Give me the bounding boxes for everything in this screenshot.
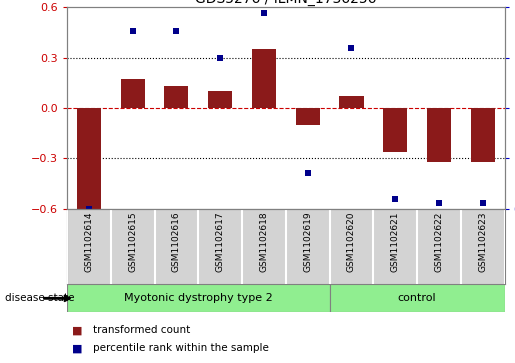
- Text: ■: ■: [72, 343, 82, 354]
- Text: GSM1102622: GSM1102622: [435, 211, 443, 272]
- Text: GSM1102620: GSM1102620: [347, 211, 356, 272]
- Bar: [339, 96, 364, 108]
- Bar: [471, 108, 495, 162]
- Point: [216, 55, 225, 61]
- Text: disease state: disease state: [5, 293, 75, 303]
- Title: GDS5276 / ILMN_1736256: GDS5276 / ILMN_1736256: [195, 0, 376, 6]
- Point: [84, 206, 93, 212]
- Point: [129, 29, 137, 34]
- Bar: [330, 285, 505, 312]
- Text: GSM1102621: GSM1102621: [391, 211, 400, 272]
- Bar: [67, 285, 330, 312]
- Point: [435, 200, 443, 206]
- Point: [304, 170, 312, 175]
- Bar: [252, 49, 276, 108]
- Text: Myotonic dystrophy type 2: Myotonic dystrophy type 2: [124, 293, 272, 303]
- Text: GSM1102616: GSM1102616: [172, 211, 181, 272]
- Point: [260, 11, 268, 16]
- Text: GSM1102623: GSM1102623: [478, 211, 487, 272]
- Point: [391, 196, 400, 202]
- Bar: [77, 108, 101, 209]
- Text: GSM1102619: GSM1102619: [303, 211, 312, 272]
- Text: control: control: [398, 293, 437, 303]
- Bar: [208, 91, 232, 108]
- Bar: [383, 108, 407, 152]
- Point: [479, 200, 487, 206]
- Point: [348, 45, 356, 50]
- Bar: [121, 79, 145, 108]
- Text: GSM1102617: GSM1102617: [216, 211, 225, 272]
- Point: [172, 29, 181, 34]
- Bar: [164, 86, 188, 108]
- Text: percentile rank within the sample: percentile rank within the sample: [93, 343, 269, 354]
- Text: ■: ■: [72, 325, 82, 335]
- Text: GSM1102618: GSM1102618: [260, 211, 268, 272]
- Text: GSM1102614: GSM1102614: [84, 211, 93, 272]
- Text: GSM1102615: GSM1102615: [128, 211, 137, 272]
- Bar: [427, 108, 451, 162]
- Text: transformed count: transformed count: [93, 325, 190, 335]
- Bar: [296, 108, 320, 125]
